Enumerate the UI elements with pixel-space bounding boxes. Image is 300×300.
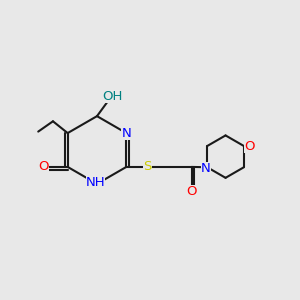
Text: N: N (122, 127, 131, 140)
Text: S: S (143, 160, 152, 173)
Text: NH: NH (86, 176, 105, 189)
Text: OH: OH (102, 90, 122, 103)
Text: N: N (201, 162, 211, 175)
Text: O: O (38, 160, 49, 173)
Text: O: O (186, 185, 197, 198)
Text: O: O (244, 140, 254, 152)
